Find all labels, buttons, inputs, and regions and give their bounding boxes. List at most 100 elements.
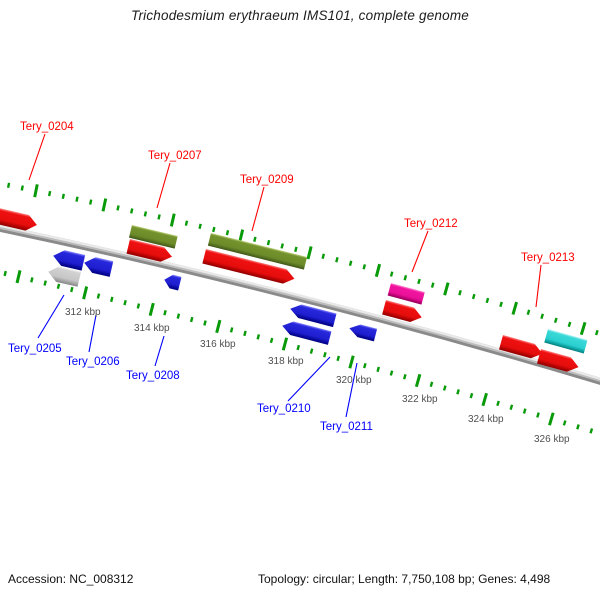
gene-label-tery-0213[interactable]: Tery_0213 [521,252,575,264]
ruler-label-326: 326 kbp [534,434,570,445]
gene-arrow-tery-0210-b[interactable] [280,319,332,345]
gene-labels: Tery_0204 Tery_0207 Tery_0209 Tery_0212 … [8,121,575,433]
ruler-tick-major [101,198,108,212]
ruler-tick-minor [294,246,298,253]
gene-arrow-tery-0205-cat[interactable] [46,264,82,287]
ruler-tick-minor [243,330,247,337]
gene-label-tery-0204[interactable]: Tery_0204 [20,121,74,133]
leader-tery-0207 [156,162,171,209]
ruler-tick-major [511,301,519,315]
leader-tery-0213 [535,264,542,308]
ruler-tick-minor [189,316,194,323]
ruler-tick-minor [253,236,257,242]
gene-arrow-tery-0213-cat[interactable] [544,329,588,354]
ruler-tick-minor [469,392,474,399]
gene-label-tery-0205[interactable]: Tery_0205 [8,343,62,355]
gene-label-tery-0206[interactable]: Tery_0206 [66,356,120,368]
gene-label-tery-0209[interactable]: Tery_0209 [240,174,294,186]
ruler-tick-major [548,412,555,426]
gene-arrow-tery-0204[interactable] [0,206,39,233]
ruler-tick-minor [280,243,284,249]
ruler-tick-minor [594,329,599,336]
ruler-tick-minor [130,208,134,214]
ruler-tick-major [15,270,22,284]
ruler-tick-minor [56,283,61,289]
leader-tery-0211 [345,362,358,418]
genome-info-label: Topology: circular; Length: 7,750,108 bp… [258,572,551,586]
ruler-tick-minor [348,260,353,266]
ruler-tick-minor [20,185,24,191]
ruler-tick-minor [88,199,93,205]
ruler-tick-minor [429,381,434,388]
gene-arrow-tery-0213[interactable] [536,349,581,374]
gene-label-tery-0212[interactable]: Tery_0212 [404,218,458,230]
ruler-tick-minor [143,211,148,217]
ruler-tick-major [579,321,587,336]
gene-arrow-tery-0211[interactable] [348,322,378,342]
ruler-tick-minor [540,313,544,320]
ruler-label-324: 324 kbp [468,414,504,425]
leader-tery-0206 [88,314,97,353]
ruler-tick-minor [70,286,74,293]
ruler-lower [3,270,594,434]
page-title: Trichodesmium erythraeum IMS101, complet… [131,8,469,23]
gene-arrow-tery-0207[interactable] [126,239,173,264]
ruler-tick-minor [184,220,189,226]
ruler-tick-minor [30,277,34,283]
leader-tery-0204 [28,133,46,181]
ruler-tick-minor [456,389,460,395]
ruler-tick-minor [43,280,47,286]
gene-arrow-tery-0207-cat[interactable] [128,225,178,249]
ruler-label-320: 320 kbp [336,375,372,386]
ruler-tick-minor [335,257,339,263]
gene-arrow-tery-0209-cat[interactable] [207,233,308,270]
gene-arrow-tery-0210-a[interactable] [288,302,337,328]
ruler-tick-minor [203,320,207,326]
gene-arrow-tery-0212[interactable] [382,300,424,325]
gene-arrow-tery-0209[interactable] [202,249,296,286]
ruler-tick-minor [225,230,230,236]
ruler-tick-minor [266,239,271,246]
gene-label-tery-0211[interactable]: Tery_0211 [320,421,373,433]
ruler-label-322: 322 kbp [402,394,438,405]
leader-tery-0208 [154,335,165,367]
ruler-tick-minor [430,282,435,288]
ruler-tick-minor [296,344,301,351]
leader-tery-0212 [411,230,429,273]
gene-features [0,206,588,374]
ruler-tick-minor [269,337,274,344]
ruler-tick-minor [576,424,580,430]
ruler-tick-minor [536,412,540,418]
ruler-tick-minor [376,366,380,373]
gene-label-tery-0207[interactable]: Tery_0207 [148,150,202,162]
ruler-tick-minor [389,271,394,277]
gene-arrow-tery-0206[interactable] [82,255,114,277]
ruler-tick-minor [417,278,421,285]
ruler-tick-minor [116,205,120,211]
ruler-tick-minor [403,274,408,281]
ruler-tick-minor [522,408,527,414]
ruler-labels: 312 kbp 314 kbp 316 kbp 318 kbp 320 kbp … [65,307,570,445]
ruler-tick-major [348,355,355,369]
ruler-label-318: 318 kbp [268,356,304,367]
ruler-tick-minor [363,362,367,369]
ruler-tick-minor [526,309,531,316]
gene-arrow-tery-0208[interactable] [163,273,182,291]
ruler-tick-minor [336,355,341,362]
accession-label: Accession: NC_008312 [8,572,134,586]
ruler-tick-minor [567,321,572,328]
gene-label-tery-0210[interactable]: Tery_0210 [257,403,311,415]
gene-arrow-red-unlabeled[interactable] [498,335,544,361]
gene-label-tery-0208[interactable]: Tery_0208 [126,370,180,382]
ruler-tick-major [33,184,39,198]
ruler-tick-minor [256,334,261,340]
gene-arrow-tery-0205[interactable] [51,248,86,271]
ruler-tick-minor [485,297,490,304]
ruler-tick-minor [212,226,216,233]
leader-tery-0210 [287,356,331,402]
gene-arrow-tery-0212-cat[interactable] [387,283,425,305]
ruler-tick-minor [362,264,367,270]
ruler-tick-minor [136,303,141,309]
ruler-tick-minor [3,270,7,277]
